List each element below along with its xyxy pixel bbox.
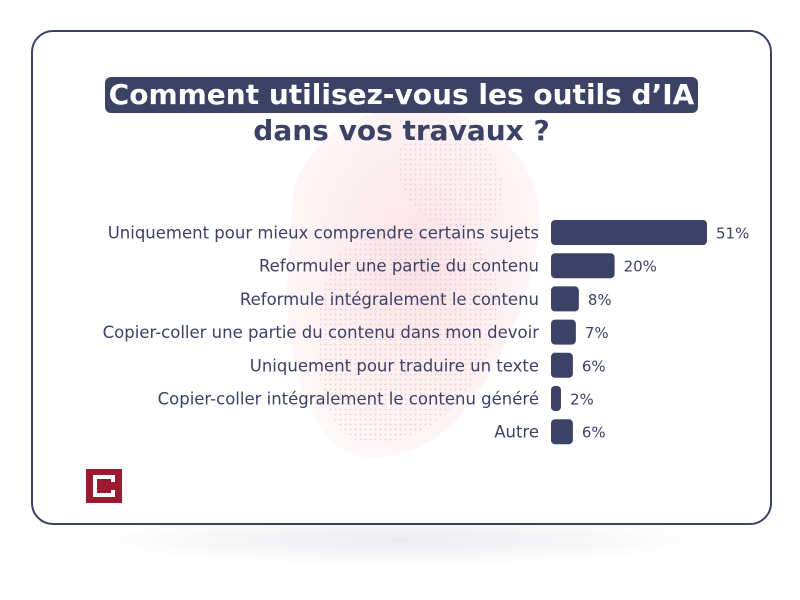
category-label: Reformuler une partie du contenu [259, 257, 539, 276]
bar [551, 286, 579, 312]
value-label: 6% [582, 424, 606, 442]
value-label: 7% [585, 324, 609, 342]
bar-chart: Uniquement pour mieux comprendre certain… [103, 220, 749, 445]
chart-title-line2: dans vos travaux ? [253, 114, 550, 147]
bracket-logo-icon [86, 469, 122, 503]
value-label: 6% [582, 357, 606, 375]
category-label: Uniquement pour mieux comprendre certain… [108, 224, 539, 243]
chart-title-line1: Comment utilisez-vous les outils d’IA [104, 77, 699, 113]
value-label: 2% [570, 391, 594, 409]
value-label: 51% [716, 225, 749, 243]
bar [551, 220, 707, 245]
value-label: 8% [588, 291, 612, 309]
category-label: Copier-coller intégralement le contenu g… [158, 390, 539, 409]
background-decoration [287, 106, 540, 458]
bar [551, 386, 561, 411]
chart-card: Comment utilisez-vous les outils d’IA da… [31, 30, 772, 525]
chart-title: Comment utilisez-vous les outils d’IA da… [33, 77, 770, 149]
bar [551, 419, 573, 445]
bar [551, 352, 573, 378]
category-label: Reformule intégralement le contenu [240, 290, 539, 309]
value-label: 20% [624, 258, 657, 276]
bar [551, 319, 576, 345]
category-label: Copier-coller une partie du contenu dans… [103, 323, 540, 342]
category-label: Autre [494, 423, 539, 442]
category-label: Uniquement pour traduire un texte [250, 356, 539, 375]
bar [551, 253, 615, 279]
